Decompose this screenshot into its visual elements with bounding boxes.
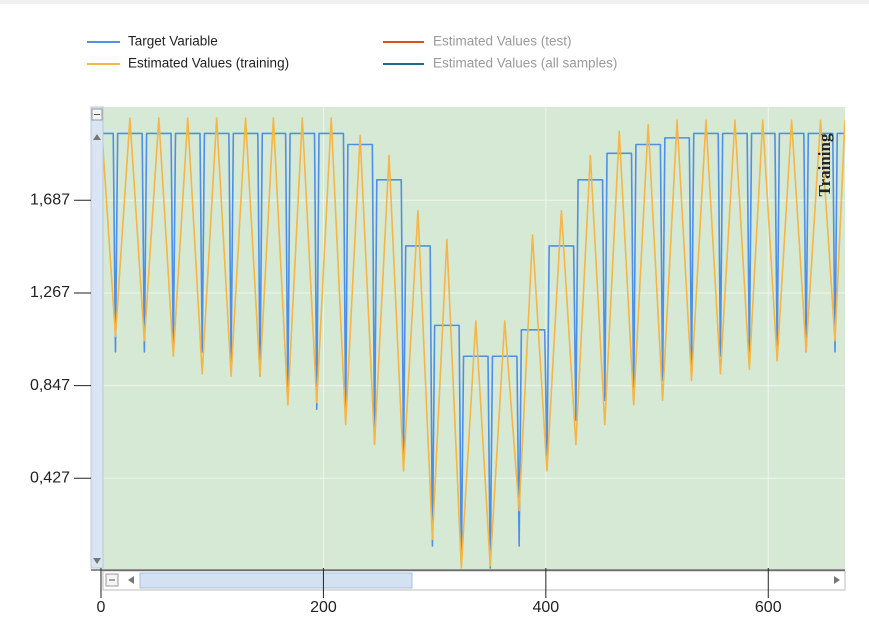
axes: 0 200 400 600 0,427 0,847 1,267 1,687: [30, 192, 845, 616]
scroll-thumb[interactable]: [139, 572, 413, 589]
y-tick-label: 1,687: [30, 192, 70, 209]
legend-label: Estimated Values (all samples): [433, 56, 617, 71]
y-tick-label: 0,847: [30, 377, 70, 394]
series-line: [103, 132, 845, 569]
legend-label: Estimated Values (training): [128, 56, 289, 71]
legend-label: Estimated Values (test): [433, 34, 572, 49]
top-border: [0, 0, 869, 4]
legend-label: Target Variable: [128, 34, 218, 49]
scroll-up[interactable]: [93, 134, 101, 140]
scroll-track[interactable]: [90, 106, 104, 569]
y-tick-label: 0,427: [30, 469, 70, 486]
scroll-left[interactable]: [128, 576, 134, 584]
lines: [103, 117, 845, 569]
x-tick-label: 0: [97, 599, 106, 616]
series-line: [103, 117, 845, 569]
x-tick-label: 200: [310, 599, 337, 616]
legend: Target Variable Estimated Values (test) Es…: [87, 34, 617, 71]
scroll-right[interactable]: [834, 576, 840, 584]
annotation: Training: [815, 133, 834, 196]
vertical-scrollbar[interactable]: [90, 106, 104, 569]
y-tick-label: 1,267: [30, 284, 70, 301]
scroll-down[interactable]: [93, 558, 101, 564]
x-tick-label: 400: [532, 599, 559, 616]
x-tick-label: 600: [755, 599, 782, 616]
horizontal-scrollbar[interactable]: [102, 570, 846, 591]
